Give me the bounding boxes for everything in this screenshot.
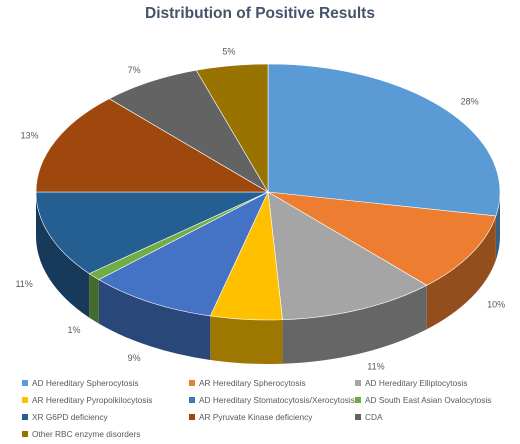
data-label-ad-hereditary-stomatocytosis-xerocytosis: 9% (128, 353, 141, 363)
legend-row: AR Hereditary Pyropoikilocytosis AD Hered… (22, 391, 512, 408)
legend-label: AD Hereditary Spherocytosis (32, 377, 139, 388)
legend-label: CDA (365, 411, 383, 422)
legend-item-cda[interactable]: CDA (355, 412, 512, 422)
legend-label: AR Hereditary Spherocytosis (199, 377, 306, 388)
chart-title: Distribution of Positive Results (145, 5, 375, 22)
slice-side-xr-g6pd-deficiency (36, 192, 90, 318)
legend-item-ad-south-east-asian-ovalocytosis[interactable]: AD South East Asian Ovalocytosis (355, 395, 512, 405)
data-label-ad-south-east-asian-ovalocytosis: 1% (67, 325, 80, 335)
slice-side-ad-hereditary-stomatocytosis-xerocytosis (98, 279, 211, 360)
legend-item-ar-hereditary-spherocytosis[interactable]: AR Hereditary Spherocytosis (189, 378, 355, 388)
legend-swatch (355, 396, 361, 403)
legend-swatch (189, 379, 195, 386)
slice-side-ar-hereditary-spherocytosis (426, 215, 496, 330)
legend-swatch (22, 379, 28, 386)
data-label-ad-hereditary-spherocytosis: 28% (461, 97, 479, 107)
data-label-ar-pyruvate-kinase-deficiency: 13% (21, 131, 39, 141)
legend-item-ar-pyruvate-kinase-deficiency[interactable]: AR Pyruvate Kinase deficiency (189, 412, 355, 422)
legend-label: AD Hereditary Stomatocytosis/Xerocytosis (199, 394, 355, 405)
slice-ar-hereditary-spherocytosis[interactable] (267, 191, 497, 286)
legend: AD Hereditary Spherocytosis AR Hereditary… (22, 374, 512, 442)
legend-swatch (355, 413, 361, 420)
legend-label: AR Hereditary Pyropoikilocytosis (32, 394, 153, 405)
legend-label: AD South East Asian Ovalocytosis (365, 394, 492, 405)
slice-xr-g6pd-deficiency[interactable] (35, 191, 269, 274)
legend-label: Other RBC enzyme disorders (32, 428, 141, 439)
slice-ad-hereditary-spherocytosis[interactable] (267, 63, 501, 217)
slice-other-rbc-enzyme-disorders[interactable] (195, 63, 269, 194)
data-label-ad-hereditary-elliptocytosis: 11% (367, 361, 384, 370)
slice-side-ar-hereditary-pyropoikilocytosis (210, 315, 283, 365)
pie-chart: 28%10%11%5%9%1%11%13%7%5% (15, 47, 505, 370)
legend-swatch (22, 396, 28, 403)
legend-swatch (22, 413, 28, 420)
slice-ad-hereditary-stomatocytosis-xerocytosis[interactable] (98, 191, 269, 317)
legend-label: XR G6PD deficiency (32, 411, 108, 422)
legend-label: AD Hereditary Elliptocytosis (365, 377, 468, 388)
legend-row: XR G6PD deficiency AR Pyruvate Kinase def… (22, 408, 512, 425)
legend-swatch (355, 379, 361, 386)
legend-item-ad-hereditary-stomatocytosis-xerocytosis[interactable]: AD Hereditary Stomatocytosis/Xerocytosis (189, 395, 355, 405)
data-label-ar-hereditary-spherocytosis: 10% (487, 299, 505, 309)
legend-item-xr-g6pd-deficiency[interactable]: XR G6PD deficiency (22, 412, 189, 422)
slice-side-ad-hereditary-elliptocytosis (282, 285, 427, 364)
legend-item-ad-hereditary-elliptocytosis[interactable]: AD Hereditary Elliptocytosis (355, 378, 512, 388)
slice-ar-pyruvate-kinase-deficiency[interactable] (35, 98, 270, 193)
slice-side-ad-south-east-asian-ovalocytosis (89, 273, 99, 324)
legend-item-other-rbc-enzyme-disorders[interactable]: Other RBC enzyme disorders (22, 429, 189, 439)
legend-row: Other RBC enzyme disorders (22, 425, 512, 442)
slice-cda[interactable] (108, 69, 269, 193)
data-label-cda: 7% (128, 65, 141, 75)
data-label-other-rbc-enzyme-disorders: 5% (222, 47, 235, 57)
legend-label: AR Pyruvate Kinase deficiency (199, 411, 313, 422)
legend-swatch (189, 413, 195, 420)
legend-item-ad-hereditary-spherocytosis[interactable]: AD Hereditary Spherocytosis (22, 378, 189, 388)
legend-item-ar-hereditary-pyropoikilocytosis[interactable]: AR Hereditary Pyropoikilocytosis (22, 395, 189, 405)
slice-side-ad-hereditary-spherocytosis (495, 192, 500, 260)
data-label-xr-g6pd-deficiency: 11% (15, 279, 32, 289)
slice-ad-hereditary-elliptocytosis[interactable] (267, 191, 428, 321)
legend-row: AD Hereditary Spherocytosis AR Hereditary… (22, 374, 512, 391)
legend-swatch (22, 430, 28, 437)
legend-swatch (189, 396, 195, 403)
